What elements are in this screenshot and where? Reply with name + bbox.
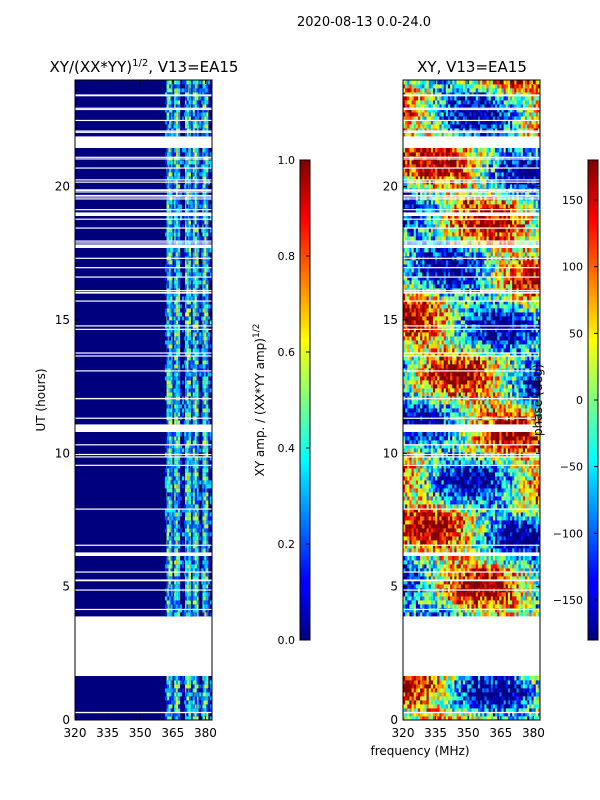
- colorbar-tick-label: 0.4: [278, 442, 296, 455]
- colorbar-tick-label: 0.8: [278, 250, 296, 263]
- x-tick-label: 365: [489, 726, 512, 740]
- x-tick-label: 365: [161, 726, 184, 740]
- panel1-y-axis: 0 5 10 15 20: [55, 180, 212, 727]
- y-tick-label: 0: [390, 713, 398, 727]
- heatmap-amplitude: [75, 80, 212, 721]
- y-tick-label: 10: [55, 446, 70, 460]
- y-tick-label: 15: [55, 313, 70, 327]
- colorbar-tick-label: 0.0: [278, 634, 296, 647]
- x-tick-label: 350: [457, 726, 480, 740]
- panel1-title: XY/(XX*YY)1/2, V13=EA15: [50, 58, 239, 76]
- x-tick-label: 380: [522, 726, 545, 740]
- panel2-y-axis: 0 5 10 15 20: [383, 180, 540, 727]
- colorbar-tick-label: −50: [560, 461, 583, 474]
- colorbar-tick-label: 150: [562, 194, 583, 207]
- y-tick-label: 20: [55, 180, 70, 194]
- y-tick-label: 15: [383, 313, 398, 327]
- colorbar-tick-label: 0: [576, 394, 583, 407]
- y-tick-label: 5: [62, 580, 70, 594]
- colorbar1-ticks: 0.0 0.2 0.4 0.6 0.8 1.0: [278, 154, 310, 647]
- heatmap-phase: [403, 80, 541, 721]
- colorbar1-label: XY amp. / (XX*YY amp)1/2: [252, 324, 267, 477]
- panel-amplitude: XY/(XX*YY)1/2, V13=EA15 320 335 350 365 380 …: [34, 58, 238, 740]
- x-tick-label: 320: [64, 726, 87, 740]
- colorbar-tick-label: 0.6: [278, 346, 296, 359]
- y-tick-label: 20: [383, 180, 398, 194]
- y-tick-label: 0: [62, 713, 70, 727]
- colorbar-tick-label: 1.0: [278, 154, 296, 167]
- y-tick-label: 10: [383, 446, 398, 460]
- colorbar2-label: phase (deg): [531, 364, 545, 436]
- panel1-x-axis: 320 335 350 365 380: [64, 80, 217, 740]
- colorbar-amplitude: 0.0 0.2 0.4 0.6 0.8 1.0 XY amp. / (XX*YY amp)…: [252, 154, 311, 647]
- colorbar-tick-label: −100: [553, 527, 583, 540]
- x-tick-label: 380: [194, 726, 217, 740]
- panel1-frame: [74, 79, 213, 721]
- colorbar-tick-label: 100: [562, 261, 583, 274]
- x-tick-label: 335: [96, 726, 119, 740]
- colorbar2-ticks: 150 100 50 0 −50 −100 −150: [553, 194, 598, 607]
- y-tick-label: 5: [390, 580, 398, 594]
- x-tick-label: 320: [392, 726, 415, 740]
- panel1-ylabel: UT (hours): [34, 368, 48, 431]
- colorbar-tick-label: 50: [569, 327, 583, 340]
- colorbar-tick-label: −150: [553, 594, 583, 607]
- panel2-title: XY, V13=EA15: [417, 58, 527, 76]
- panel-phase: XY, V13=EA15 320 335 350 365 380 0 5 10 15 20: [383, 58, 545, 740]
- colorbar-phase: 150 100 50 0 −50 −100 −150 phase (deg): [531, 159, 599, 641]
- colorbar1-gradient: [299, 159, 311, 641]
- figure-xlabel: frequency (MHz): [370, 744, 469, 758]
- panel2-frame: [402, 79, 541, 721]
- x-tick-label: 350: [129, 726, 152, 740]
- suptitle: 2020-08-13 0.0-24.0: [297, 15, 431, 30]
- panel2-x-axis: 320 335 350 365 380: [392, 80, 545, 740]
- colorbar-tick-label: 0.2: [278, 538, 296, 551]
- x-tick-label: 335: [424, 726, 447, 740]
